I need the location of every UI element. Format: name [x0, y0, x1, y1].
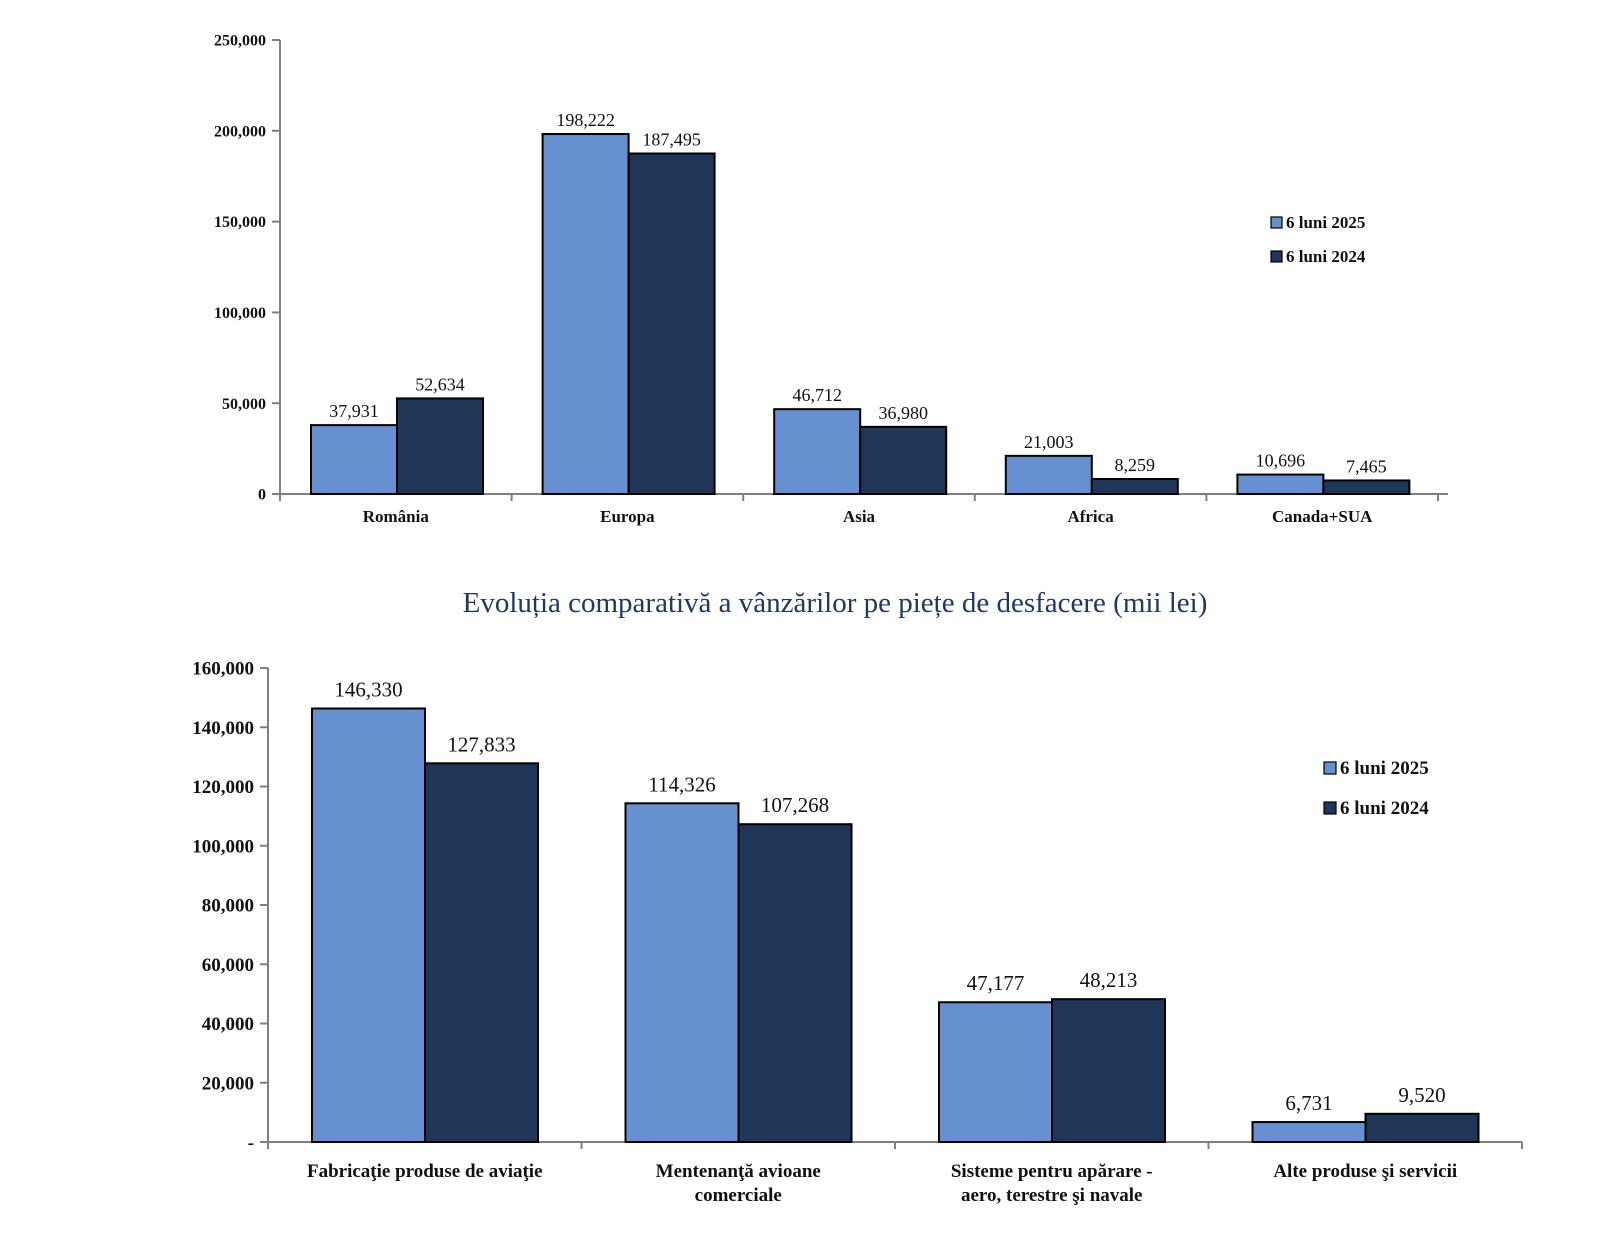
chart2-bar-2025	[1251, 1121, 1367, 1144]
chart2-y-tick-label: 100,000	[192, 836, 254, 857]
chart2-bar-2025	[938, 1001, 1053, 1144]
chart2-bar-2025	[624, 802, 740, 1143]
chart1-bar-2024	[1090, 478, 1179, 495]
chart1-data-label: 7,465	[1346, 456, 1387, 476]
chart2-category-label: Mentenanţă avioane	[656, 1161, 821, 1182]
chart1-y-tick-label: 0	[258, 487, 266, 504]
chart1-bar-2024	[627, 152, 716, 495]
chart1-category-label: Asia	[843, 507, 876, 526]
chart2-legend-label: 6 luni 2025	[1340, 758, 1429, 779]
chart2-data-label: 9,520	[1398, 1083, 1445, 1107]
chart1-bar-2025	[773, 408, 862, 496]
chart2-y-tick-label: -	[248, 1133, 254, 1154]
chart1-data-label: 36,980	[878, 403, 928, 423]
chart2-category-label: Alte produse şi servicii	[1273, 1161, 1457, 1182]
chart1-y-tick-label: 200,000	[214, 123, 266, 140]
chart2-y-tick-label: 160,000	[192, 659, 254, 680]
chart2-data-label: 6,731	[1285, 1091, 1332, 1115]
chart1-data-label: 10,696	[1256, 451, 1306, 471]
chart1-legend-label: 6 luni 2025	[1286, 213, 1365, 232]
chart1-bar-2025	[541, 133, 630, 496]
chart2-data-label: 107,268	[761, 793, 829, 817]
chart1-y-tick-label: 250,000	[214, 33, 266, 50]
chart2-category-label: aero, terestre şi navale	[961, 1185, 1143, 1206]
chart1-data-label: 37,931	[329, 401, 379, 421]
chart1-bar-2024	[1322, 479, 1411, 496]
chart2-category-label: Fabricaţie produse de aviaţie	[307, 1161, 543, 1182]
chart2-bar-2024	[424, 762, 539, 1143]
chart1-y-tick-label: 100,000	[214, 305, 266, 322]
chart1-y-tick-label: 50,000	[222, 396, 266, 413]
chart2-data-label: 48,213	[1080, 968, 1138, 992]
chart1-bar-2024	[396, 397, 484, 495]
chart2-y-tick-label: 80,000	[202, 896, 254, 917]
chart1-legend-label: 6 luni 2024	[1286, 247, 1366, 266]
chart2-data-label: 146,330	[334, 677, 402, 701]
chart2-bar-2024	[1051, 998, 1166, 1144]
chart2-y-tick-label: 120,000	[192, 777, 254, 798]
chart1-category-label: Canada+SUA	[1272, 507, 1373, 526]
chart2-legend-swatch	[1323, 801, 1337, 815]
chart2-legend-swatch	[1323, 761, 1337, 775]
chart2-data-label: 47,177	[967, 971, 1025, 995]
chart2-title: Evoluția comparativă a vânzărilor pe pie…	[463, 587, 1208, 619]
chart1-bar-2025	[1236, 473, 1325, 495]
chart1-category-label: Europa	[600, 507, 655, 526]
chart2-data-label: 114,326	[648, 772, 715, 796]
chart2-y-tick-label: 60,000	[202, 955, 254, 976]
chart1-data-label: 187,495	[642, 130, 701, 150]
chart1-data-label: 46,712	[792, 385, 842, 405]
chart2-y-tick-label: 40,000	[202, 1014, 254, 1035]
chart2-bar-2025	[311, 707, 426, 1143]
chart2-bar-2024	[737, 823, 853, 1144]
chart1-data-label: 52,634	[415, 374, 465, 394]
chart1-legend-swatch	[1270, 216, 1283, 229]
chart1-category-label: Africa	[1067, 507, 1114, 526]
chart1-data-label: 198,222	[556, 110, 615, 130]
chart1-bar-2025	[1004, 454, 1093, 495]
chart1-data-label: 21,003	[1024, 432, 1074, 452]
chart1-bar-2025	[310, 424, 398, 496]
chart2-y-tick-label: 20,000	[202, 1073, 254, 1094]
chart1-data-label: 8,259	[1115, 455, 1156, 475]
chart1-legend-swatch	[1270, 250, 1283, 263]
chart1-bar-2024	[859, 425, 948, 496]
chart2-category-label: comerciale	[695, 1185, 782, 1206]
chart2-y-tick-label: 140,000	[192, 718, 254, 739]
chart2-data-label: 127,833	[447, 732, 515, 756]
chart2-legend-label: 6 luni 2024	[1340, 798, 1429, 819]
chart1-category-label: România	[363, 507, 430, 526]
chart1-y-tick-label: 150,000	[214, 214, 266, 231]
chart2-category-label: Sisteme pentru apărare -	[951, 1161, 1153, 1182]
chart2-bar-2024	[1364, 1112, 1480, 1143]
